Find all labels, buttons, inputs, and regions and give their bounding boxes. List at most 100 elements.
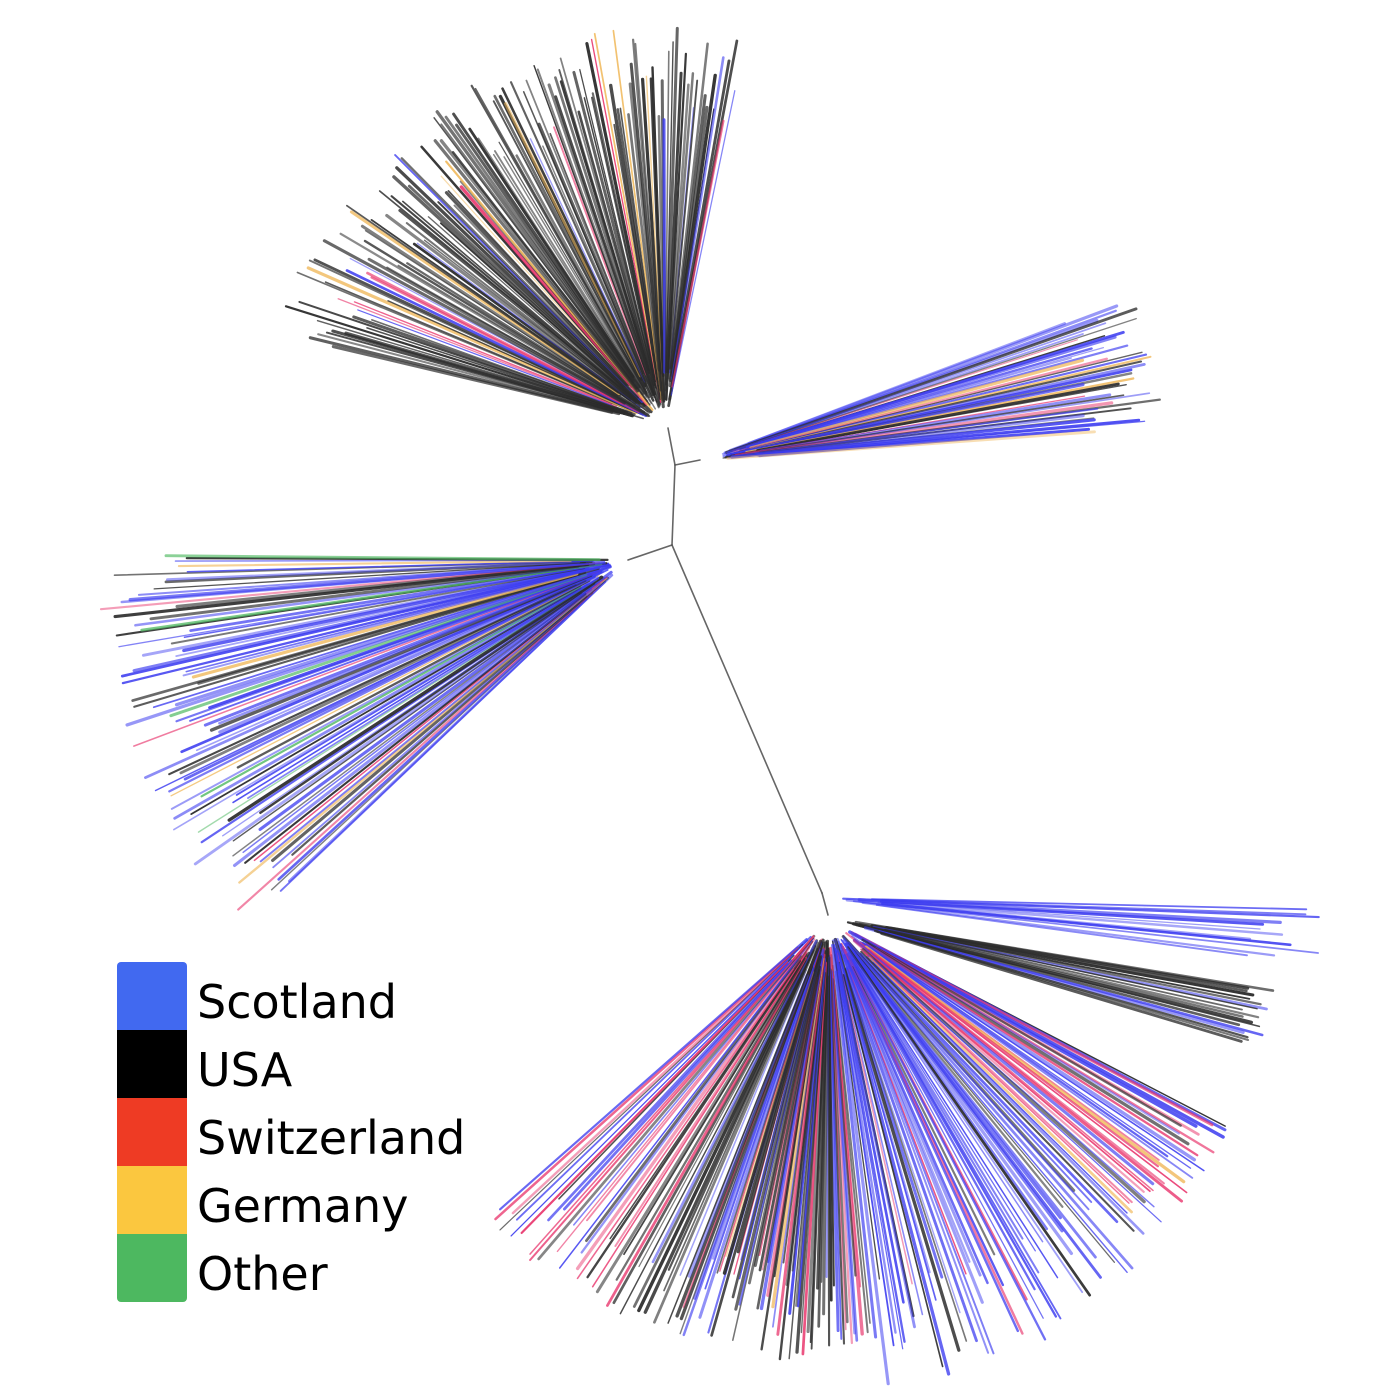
tree-branch-usa — [395, 166, 653, 414]
tree-branch-usa — [493, 150, 648, 396]
tree-branch-scotland — [852, 900, 1319, 954]
tree-branch-scotland — [842, 946, 1044, 1319]
tree-branch-usa — [503, 156, 657, 410]
tree-branch-scotland — [499, 938, 808, 1211]
tree-branch-switzerland — [556, 943, 809, 1253]
tree-branch-scotland — [836, 949, 951, 1376]
tree-branch-switzerland — [353, 301, 613, 405]
tree-branch-scotland — [189, 562, 603, 633]
tree-branch-scotland — [831, 943, 878, 1339]
legend-swatch-scotland — [117, 962, 187, 1030]
tree-branch-usa — [846, 946, 1092, 1297]
tree-branch-switzerland — [337, 298, 618, 407]
tree-branch-scotland — [670, 56, 725, 381]
tree-branch-switzerland — [606, 956, 807, 1307]
tree-branch-scotland — [847, 965, 971, 1263]
tree-branch-switzerland — [614, 946, 811, 1247]
tree-branch-usa — [615, 957, 806, 1281]
tree-branch-usa — [669, 79, 699, 370]
tree-branch-scotland — [174, 574, 581, 707]
legend-item-scotland: Scotland — [117, 962, 517, 1030]
tree-branch-scotland — [132, 563, 610, 673]
tree-branch-scotland — [848, 956, 1036, 1291]
tree-branch-scotland — [875, 904, 1248, 957]
tree-branch-scotland — [836, 950, 924, 1316]
tree-branch-scotland — [879, 900, 1265, 926]
tree-branch-usa — [734, 955, 822, 1311]
tree-branch-switzerland — [575, 937, 816, 1271]
tree-branch-usa — [585, 954, 802, 1243]
tree-branch-scotland — [840, 938, 1059, 1279]
legend-swatch-usa — [117, 1030, 187, 1098]
tree-branch-germany — [726, 430, 1096, 460]
tree-branch-usa — [371, 319, 633, 414]
backbone-branch — [667, 427, 676, 466]
tree-branch-usa — [664, 50, 670, 392]
tree-branch-scotland — [258, 570, 613, 831]
tree-branch-scotland — [137, 561, 589, 596]
tree-branch-usa — [675, 939, 823, 1318]
tree-branch-usa — [149, 564, 580, 621]
tree-branch-switzerland — [237, 586, 598, 911]
tree-branch-usa — [164, 560, 593, 584]
tree-branch-scotland — [165, 560, 581, 581]
tree-branch-switzerland — [867, 948, 1188, 1194]
tree-branch-usa — [758, 968, 821, 1272]
tree-branches — [99, 26, 1320, 1386]
tree-branch-scotland — [758, 427, 1090, 458]
tree-branch-scotland — [842, 937, 1128, 1274]
tree-branch-usa — [653, 941, 819, 1324]
tree-branch-switzerland — [366, 271, 623, 405]
tree-branch-scotland — [232, 577, 600, 804]
tree-branch-scotland — [860, 968, 1044, 1243]
tree-branch-usa — [427, 216, 632, 396]
tree-branch-scotland — [357, 309, 613, 406]
tree-branch-usa — [572, 70, 662, 406]
tree-branch-scotland — [829, 970, 856, 1335]
tree-branch-usa — [860, 950, 1135, 1232]
tree-branch-scotland — [510, 939, 809, 1237]
tree-branch-scotland — [846, 959, 1020, 1333]
tree-branch-usa — [586, 959, 801, 1279]
tree-branch-usa — [558, 69, 650, 372]
tree-branch-scotland — [721, 322, 1107, 455]
tree-branch-usa — [537, 122, 654, 396]
tree-branch-scotland — [679, 969, 807, 1276]
tree-backbone — [627, 427, 829, 916]
tree-branch-switzerland — [863, 951, 1133, 1204]
tree-branch-scotland — [547, 962, 789, 1222]
tree-branch-scotland — [835, 963, 895, 1347]
tree-branch-usa — [851, 947, 1116, 1263]
tree-branch-scotland — [859, 952, 1119, 1224]
tree-branch-scotland — [858, 899, 1261, 930]
tree-branch-usa — [175, 561, 596, 609]
tree-branch-usa — [509, 81, 647, 383]
tree-branch-usa — [842, 974, 944, 1368]
tree-branch-germany — [749, 358, 1085, 450]
tree-branch-scotland — [529, 138, 646, 383]
tree-branch-usa — [406, 262, 619, 397]
tree-branch-scotland — [698, 966, 815, 1319]
tree-branch-switzerland — [874, 947, 1215, 1154]
legend-label-other: Other — [197, 1247, 328, 1301]
tree-branch-usa — [833, 937, 961, 1352]
tree-branch-scotland — [867, 954, 1162, 1223]
tree-branch-scotland — [837, 944, 990, 1354]
tree-branch-scotland — [862, 941, 1205, 1172]
tree-branch-scotland — [847, 952, 1040, 1274]
tree-branch-scotland — [203, 565, 612, 727]
tree-branch-usa — [227, 575, 604, 822]
tree-branch-scotland — [670, 90, 736, 396]
tree-branch-scotland — [858, 961, 1074, 1256]
legend-item-switzerland: Switzerland — [117, 1098, 517, 1166]
tree-branch-switzerland — [671, 119, 725, 388]
tree-branch-usa — [317, 333, 619, 414]
tree-branch-usa — [360, 224, 622, 397]
legend-swatch-germany — [117, 1166, 187, 1234]
tree-branch-usa — [308, 336, 621, 416]
legend-item-usa: USA — [117, 1030, 517, 1098]
tree-branch-germany — [191, 572, 579, 679]
tree-branch-switzerland — [731, 339, 1078, 452]
tree-branch-scotland — [173, 582, 590, 831]
tree-branch-scotland — [877, 901, 1284, 936]
